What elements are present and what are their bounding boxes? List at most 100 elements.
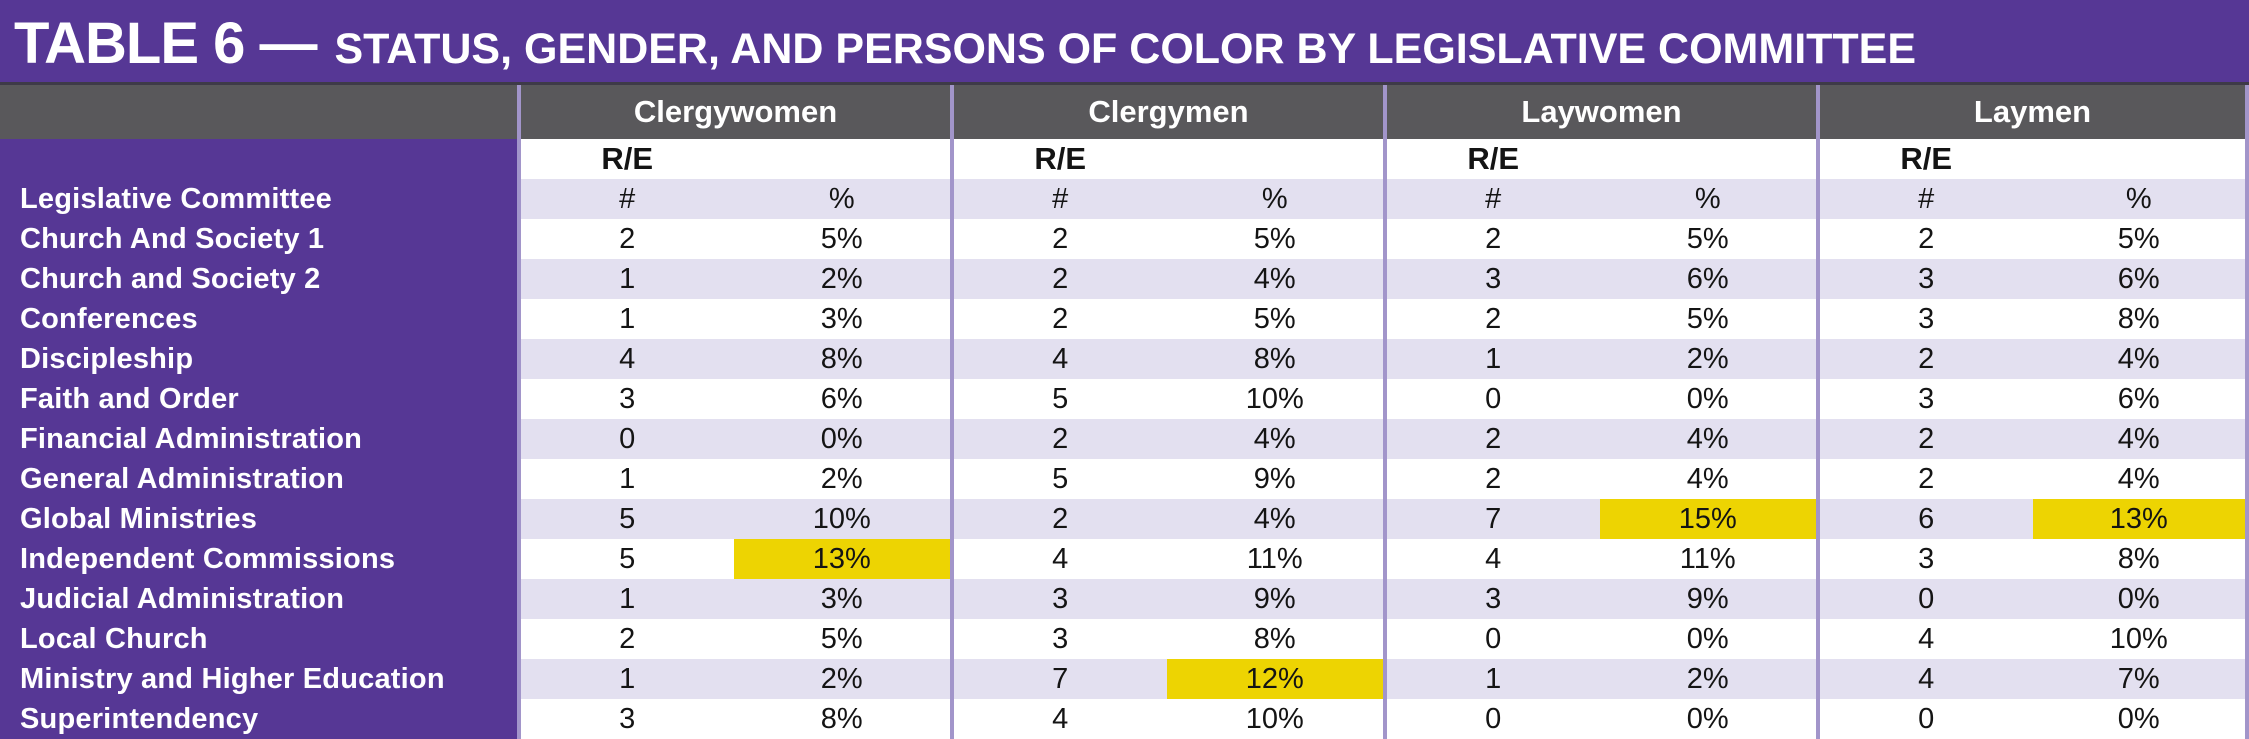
row-label: Financial Administration: [0, 419, 517, 459]
sub-header-row-re: R/E R/E R/E R/E: [0, 139, 2249, 179]
percent-cell: 3%: [733, 299, 950, 339]
percent-cell: 6%: [1599, 259, 1816, 299]
percent-cell: 5%: [1599, 299, 1816, 339]
title-banner: TABLE 6 — STATUS, GENDER, AND PERSONS OF …: [0, 0, 2249, 82]
count-cell: 1: [517, 459, 734, 499]
table-title-text: STATUS, GENDER, AND PERSONS OF COLOR BY …: [334, 25, 1917, 73]
group-header-clergymen: Clergymen: [950, 85, 1383, 139]
count-cell: 3: [950, 579, 1167, 619]
count-cell: 4: [1816, 659, 2033, 699]
count-cell: 0: [1383, 379, 1600, 419]
row-label: Faith and Order: [0, 379, 517, 419]
count-header-cell: #: [1816, 179, 2033, 219]
percent-cell: 4%: [1166, 419, 1383, 459]
table-row: Church and Society 2 1 2% 2 4% 3 6% 3 6%: [0, 259, 2249, 299]
percent-cell: 8%: [1166, 619, 1383, 659]
percent-cell: 8%: [733, 339, 950, 379]
count-cell: 1: [517, 299, 734, 339]
header-corner-cell: [0, 85, 517, 139]
row-label: Discipleship: [0, 339, 517, 379]
table-row: Independent Commissions 5 13% 4 11% 4 11% 3 8%: [0, 539, 2249, 579]
row-label: Church And Society 1: [0, 219, 517, 259]
row-label: Ministry and Higher Education: [0, 659, 517, 699]
count-cell: 2: [517, 219, 734, 259]
count-cell: 3: [517, 699, 734, 739]
re-label-cell: R/E: [950, 139, 1167, 179]
count-cell: 2: [1816, 459, 2033, 499]
percent-cell: 2%: [733, 459, 950, 499]
percent-cell: 7%: [2032, 659, 2249, 699]
count-cell: 3: [950, 619, 1167, 659]
count-cell: 2: [1383, 219, 1600, 259]
group-header-laymen: Laymen: [1816, 85, 2249, 139]
count-cell: 2: [1816, 419, 2033, 459]
re-label-cell: R/E: [1816, 139, 2033, 179]
percent-cell: 10%: [1166, 379, 1383, 419]
count-cell: 4: [1816, 619, 2033, 659]
count-cell: 1: [517, 579, 734, 619]
percent-cell: 0%: [2032, 699, 2249, 739]
percent-cell: 4%: [2032, 459, 2249, 499]
percent-cell: 5%: [1166, 299, 1383, 339]
count-cell: 2: [1816, 219, 2033, 259]
percent-cell: 0%: [2032, 579, 2249, 619]
count-cell: 3: [1816, 539, 2033, 579]
count-cell: 5: [950, 379, 1167, 419]
column-group-header-row: Clergywomen Clergymen Laywomen Laymen: [0, 82, 2249, 139]
count-cell: 0: [517, 419, 734, 459]
table-row: Faith and Order 3 6% 5 10% 0 0% 3 6%: [0, 379, 2249, 419]
row-label: Local Church: [0, 619, 517, 659]
percent-cell: 4%: [2032, 419, 2249, 459]
count-cell: 4: [950, 339, 1167, 379]
percent-cell: 9%: [1599, 579, 1816, 619]
count-cell: 2: [1383, 419, 1600, 459]
count-cell: 1: [1383, 659, 1600, 699]
percent-cell: 8%: [2032, 539, 2249, 579]
count-cell: 2: [950, 259, 1167, 299]
count-header-cell: #: [950, 179, 1167, 219]
count-cell: 2: [1383, 459, 1600, 499]
count-header-cell: #: [517, 179, 734, 219]
table-row: Church And Society 1 2 5% 2 5% 2 5% 2 5%: [0, 219, 2249, 259]
percent-cell: 2%: [1599, 659, 1816, 699]
re-empty-cell: [733, 139, 950, 179]
count-cell: 2: [950, 419, 1167, 459]
percent-cell: 10%: [1166, 699, 1383, 739]
table-row: Ministry and Higher Education 1 2% 7 12% 1 2% 4…: [0, 659, 2249, 699]
count-cell: 4: [950, 699, 1167, 739]
percent-cell: 8%: [2032, 299, 2249, 339]
percent-cell: 3%: [733, 579, 950, 619]
row-label: Independent Commissions: [0, 539, 517, 579]
highlighted-percent-cell: 13%: [733, 539, 950, 579]
percent-cell: 2%: [1599, 339, 1816, 379]
percent-cell: 0%: [1599, 699, 1816, 739]
count-cell: 4: [950, 539, 1167, 579]
count-cell: 3: [1816, 259, 2033, 299]
percent-cell: 4%: [1599, 419, 1816, 459]
percent-cell: 4%: [2032, 339, 2249, 379]
count-cell: 5: [517, 539, 734, 579]
percent-cell: 6%: [2032, 379, 2249, 419]
measures-header-row: Legislative Committee #% #% #% #%: [0, 179, 2249, 219]
count-cell: 4: [1383, 539, 1600, 579]
percent-cell: 4%: [1599, 459, 1816, 499]
highlighted-percent-cell: 13%: [2032, 499, 2249, 539]
percent-cell: 5%: [1166, 219, 1383, 259]
percent-cell: 9%: [1166, 459, 1383, 499]
percent-cell: 0%: [1599, 379, 1816, 419]
percent-header-cell: %: [733, 179, 950, 219]
percent-cell: 0%: [1599, 619, 1816, 659]
percent-cell: 5%: [733, 619, 950, 659]
row-label-legislative-committee: Legislative Committee: [0, 179, 517, 219]
count-cell: 3: [517, 379, 734, 419]
row-label: Church and Society 2: [0, 259, 517, 299]
count-cell: 2: [517, 619, 734, 659]
count-cell: 5: [517, 499, 734, 539]
count-cell: 4: [517, 339, 734, 379]
percent-cell: 8%: [733, 699, 950, 739]
count-cell: 2: [950, 299, 1167, 339]
count-cell: 3: [1816, 379, 2033, 419]
group-header-laywomen: Laywomen: [1383, 85, 1816, 139]
row-label-spacer: [0, 139, 517, 179]
count-cell: 0: [1383, 619, 1600, 659]
